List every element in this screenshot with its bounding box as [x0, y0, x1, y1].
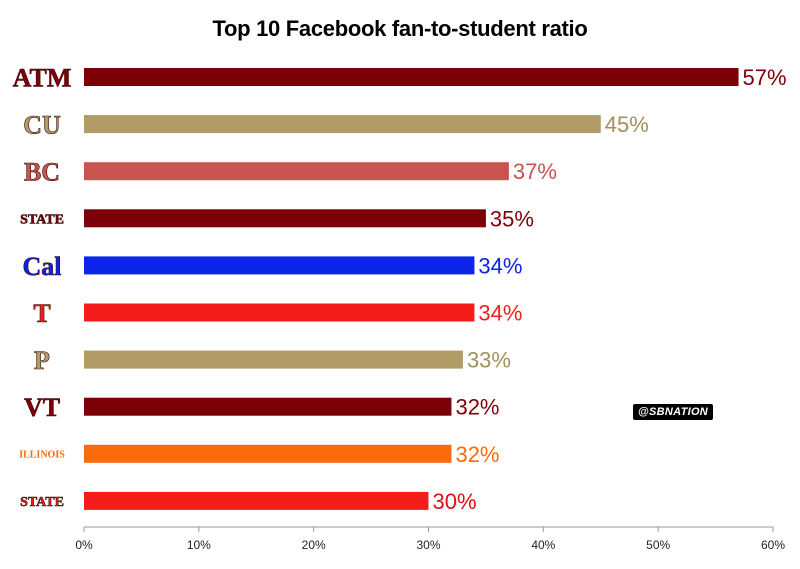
x-ticks: 0% 10% 20% 30% 40% 50% 60% [75, 527, 785, 552]
team-logo-9: ILLINOIS [19, 449, 65, 460]
bar-4 [84, 209, 486, 228]
bar-10 [84, 491, 429, 510]
bar-5 [84, 256, 475, 275]
team-logo-10: STATE [20, 495, 64, 510]
value-label-8: 32% [455, 395, 499, 420]
team-logo-3: BC [24, 158, 60, 187]
x-tick-label-5: 50% [646, 538, 670, 552]
x-tick-label-4: 40% [531, 538, 555, 552]
sbnation-watermark: @SBNATION [633, 404, 714, 420]
team-logo-5: Cal [23, 252, 62, 281]
value-labels: 57% 45% 37% 35% 34% 34% 33% 32% 32% 30% [433, 65, 787, 514]
x-tick-label-0: 0% [75, 538, 93, 552]
value-label-7: 33% [467, 348, 511, 373]
value-label-6: 34% [478, 301, 522, 326]
bar-2 [84, 115, 601, 134]
team-logo-8: VT [24, 393, 60, 422]
value-label-1: 57% [743, 65, 787, 90]
team-logo-2: CU [23, 110, 61, 139]
x-tick-label-1: 10% [187, 538, 211, 552]
value-label-9: 32% [455, 442, 499, 467]
bar-9 [84, 444, 452, 463]
value-label-3: 37% [513, 159, 557, 184]
bar-7 [84, 350, 463, 369]
x-tick-label-3: 30% [416, 538, 440, 552]
team-logo-6: T [33, 299, 50, 328]
team-logo-7: P [34, 346, 50, 375]
bar-3 [84, 162, 509, 181]
team-logo-1: ATM [13, 63, 72, 92]
x-tick-label-2: 20% [302, 538, 326, 552]
logos: ATM CU BC STATE Cal TP VT ILLINOIS STATE [12, 63, 72, 510]
bar-8 [84, 397, 452, 416]
value-label-4: 35% [490, 206, 534, 231]
x-tick-label-6: 60% [761, 538, 785, 552]
bar-6 [84, 303, 475, 322]
chart-title: Top 10 Facebook fan-to-student ratio [212, 16, 588, 41]
team-logo-4: STATE [20, 212, 64, 227]
value-label-10: 30% [433, 489, 477, 514]
value-label-5: 34% [478, 253, 522, 278]
bars [84, 68, 739, 510]
value-label-2: 45% [605, 112, 649, 137]
bar-1 [84, 68, 739, 86]
